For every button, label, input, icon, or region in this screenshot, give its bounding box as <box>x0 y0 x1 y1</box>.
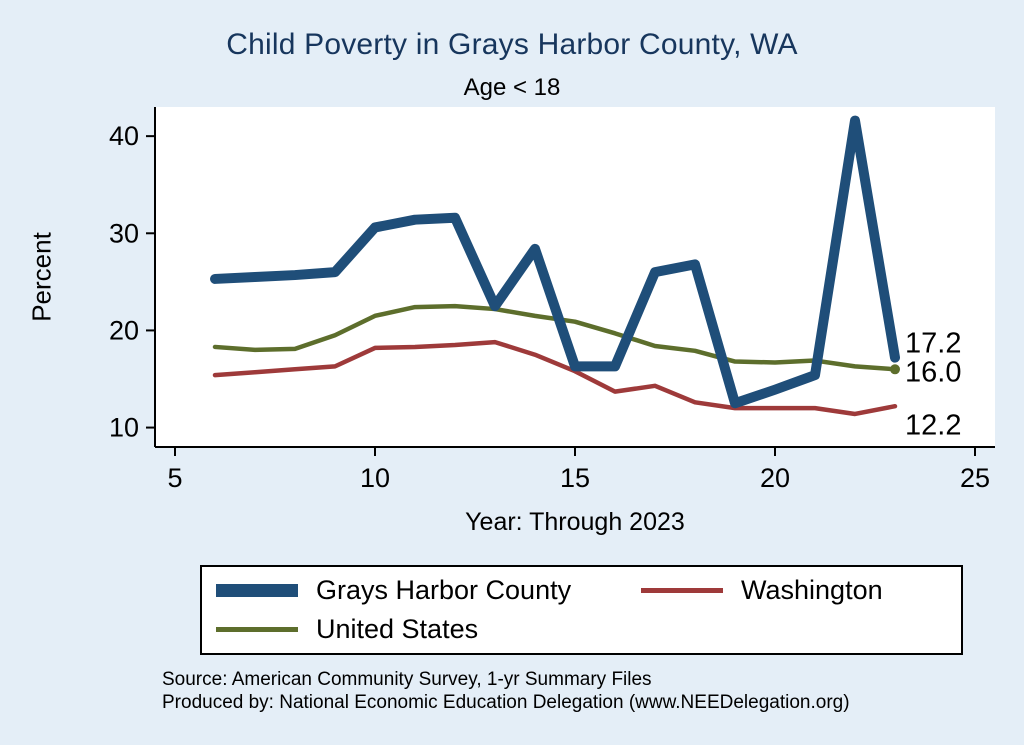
series-line-1 <box>212 339 898 417</box>
source-line-2: Produced by: National Economic Education… <box>162 692 850 714</box>
chart-title: Child Poverty in Grays Harbor County, WA <box>226 28 798 61</box>
y-tick-label: 30 <box>109 218 139 248</box>
legend: Grays Harbor County Washington United St… <box>200 565 963 655</box>
x-tick-label: 15 <box>560 463 590 493</box>
x-tick-label: 5 <box>167 463 182 493</box>
y-tick-label: 10 <box>109 413 139 443</box>
end-label-united-states: 16.0 <box>905 356 962 389</box>
x-tick-label: 20 <box>760 463 790 493</box>
x-axis-label: Year: Through 2023 <box>465 508 685 536</box>
end-label-county: 17.2 <box>905 327 962 360</box>
legend-item-county: Grays Harbor County <box>202 575 627 606</box>
y-tick-label: 40 <box>109 121 139 151</box>
source-note: Source: American Community Survey, 1-yr … <box>162 668 850 714</box>
source-line-1: Source: American Community Survey, 1-yr … <box>162 669 652 690</box>
us-end-marker <box>890 364 900 375</box>
series-line-0 <box>210 115 900 409</box>
legend-swatch-county <box>216 584 298 597</box>
legend-item-washington: Washington <box>627 575 961 606</box>
legend-swatch-washington <box>641 588 724 593</box>
legend-swatch-united-states <box>216 627 298 632</box>
end-label-washington: 12.2 <box>905 409 962 442</box>
plot-canvas: 10 20 30 40 5 10 15 20 25 <box>109 107 995 493</box>
legend-label-united-states: United States <box>316 614 479 644</box>
legend-label-county: Grays Harbor County <box>316 575 572 605</box>
y-tick-label: 20 <box>109 315 139 345</box>
legend-item-united-states: United States <box>202 614 627 645</box>
x-tick-label: 25 <box>960 463 990 493</box>
chart-subtitle: Age < 18 <box>463 74 561 101</box>
x-tick-label: 10 <box>360 463 390 493</box>
legend-label-washington: Washington <box>741 575 883 605</box>
